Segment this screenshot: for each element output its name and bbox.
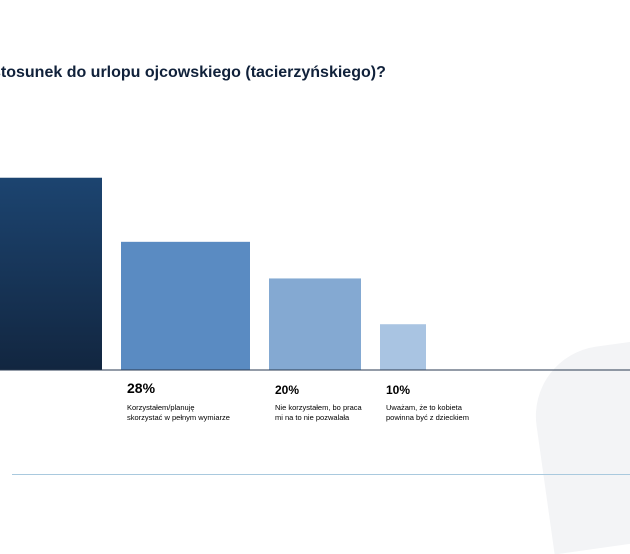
category-label-2-0: Nie korzystałem, bo praca — [275, 403, 363, 412]
footer-divider — [12, 474, 630, 475]
category-label-3-1: powinna być z dzieckiem — [386, 413, 469, 422]
bar-0 — [0, 177, 102, 370]
data-label-2: 20% — [275, 383, 299, 397]
category-label-2-1: mi na to nie pozwalała — [275, 413, 350, 422]
bar-3 — [380, 324, 426, 370]
chart-title: stosunek do urlopu ojcowskiego (tacierzy… — [0, 64, 386, 81]
category-label-3-0: Uważam, że to kobieta — [386, 403, 463, 412]
data-label-1: 28% — [127, 380, 156, 396]
bar-2 — [269, 278, 361, 370]
data-label-3: 10% — [386, 383, 410, 397]
bar-1 — [121, 241, 250, 370]
category-label-1-0: Korzystałem/planuję — [127, 403, 195, 412]
category-label-1-1: skorzystać w pełnym wymiarze — [127, 413, 230, 422]
